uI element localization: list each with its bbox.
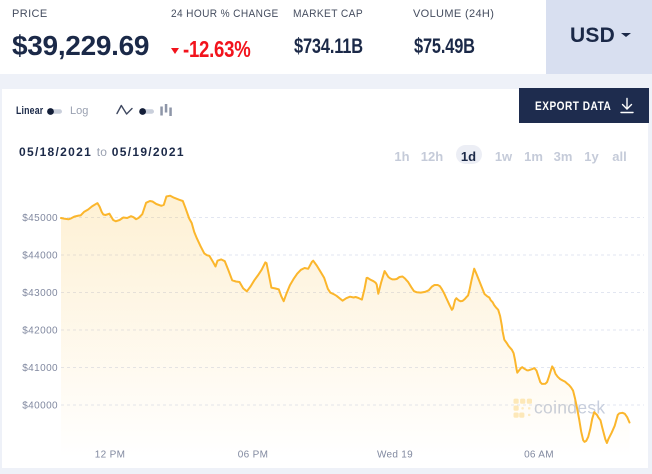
svg-text:$43000: $43000 [22,288,58,299]
svg-text:$41000: $41000 [22,363,58,374]
svg-text:$44000: $44000 [22,251,58,262]
svg-text:$40000: $40000 [22,401,58,412]
svg-text:$42000: $42000 [22,326,58,337]
svg-text:$45000: $45000 [22,213,58,224]
